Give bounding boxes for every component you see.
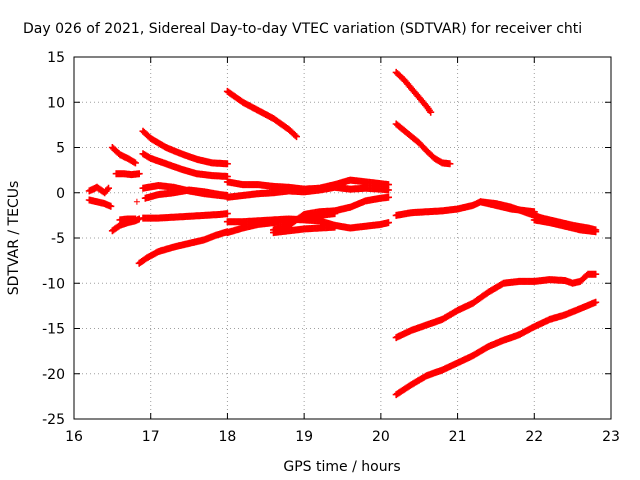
data-point bbox=[293, 133, 300, 141]
y-tick-label: 5 bbox=[56, 141, 65, 157]
x-tick-label: 18 bbox=[219, 429, 237, 445]
series-arc26 bbox=[392, 298, 600, 399]
y-tick-label: 10 bbox=[47, 95, 65, 111]
series-arc2 bbox=[85, 196, 115, 210]
y-tick-label: -5 bbox=[51, 231, 65, 247]
axis-ticks: 16 17 18 19 20 21 22 23 -25 -20 -15 -10 -5 0 5 10 15 bbox=[42, 50, 620, 445]
data-point bbox=[331, 223, 339, 231]
x-tick-label: 21 bbox=[449, 429, 467, 445]
data-point bbox=[223, 160, 231, 168]
data-point bbox=[223, 210, 231, 218]
x-tick-label: 23 bbox=[602, 429, 620, 445]
data-point bbox=[131, 215, 139, 223]
x-tick-label: 19 bbox=[295, 429, 313, 445]
data-point bbox=[592, 298, 600, 306]
series-arc13 bbox=[223, 87, 300, 141]
x-axis-label: GPS time / hours bbox=[283, 459, 400, 475]
series-arc3 bbox=[108, 144, 139, 167]
series-arc9 bbox=[139, 150, 231, 180]
series-arc25 bbox=[392, 270, 600, 342]
data-point bbox=[135, 170, 143, 178]
grid-lines bbox=[74, 57, 611, 419]
series-arc5 bbox=[112, 170, 143, 179]
series-arc6 bbox=[116, 215, 139, 224]
data-point bbox=[530, 208, 538, 216]
chart-title: Day 026 of 2021, Sidereal Day-to-day VTE… bbox=[23, 21, 582, 37]
y-tick-label: -10 bbox=[42, 276, 65, 292]
series-arc15 bbox=[223, 183, 392, 201]
data-point bbox=[107, 202, 115, 210]
series-arc24 bbox=[530, 216, 600, 236]
y-tick-label: 15 bbox=[47, 50, 65, 66]
series-arc12 bbox=[141, 186, 231, 202]
y-tick-label: -15 bbox=[42, 322, 65, 338]
data-point bbox=[427, 108, 435, 116]
y-axis-label: SDTVAR / TECUs bbox=[6, 181, 22, 296]
data-point bbox=[291, 131, 299, 139]
series-arc23 bbox=[477, 198, 538, 216]
x-tick-label: 22 bbox=[525, 429, 543, 445]
series-arc11 bbox=[139, 210, 231, 222]
y-tick-label: 0 bbox=[56, 186, 65, 202]
y-tick-label: -20 bbox=[42, 367, 65, 383]
x-tick-label: 17 bbox=[142, 429, 160, 445]
data-point bbox=[133, 198, 140, 205]
data-point bbox=[385, 219, 392, 227]
y-tick-label: -25 bbox=[42, 412, 65, 428]
data-point bbox=[446, 160, 454, 168]
data-point bbox=[592, 228, 600, 236]
data-point bbox=[385, 186, 392, 194]
series-arc21 bbox=[392, 120, 454, 168]
series-outlier bbox=[133, 198, 140, 205]
series-arc1 bbox=[85, 183, 112, 197]
series-arc7 bbox=[135, 228, 231, 267]
x-tick-label: 16 bbox=[65, 429, 83, 445]
data-point bbox=[592, 270, 600, 278]
data-points bbox=[85, 68, 600, 399]
series-arc19 bbox=[270, 223, 339, 237]
data-point bbox=[103, 186, 111, 194]
data-point bbox=[385, 193, 392, 201]
series-arc20 bbox=[392, 68, 435, 116]
data-point bbox=[105, 184, 112, 192]
x-tick-label: 20 bbox=[372, 429, 390, 445]
series-arc8 bbox=[139, 127, 231, 168]
data-point bbox=[131, 159, 139, 167]
